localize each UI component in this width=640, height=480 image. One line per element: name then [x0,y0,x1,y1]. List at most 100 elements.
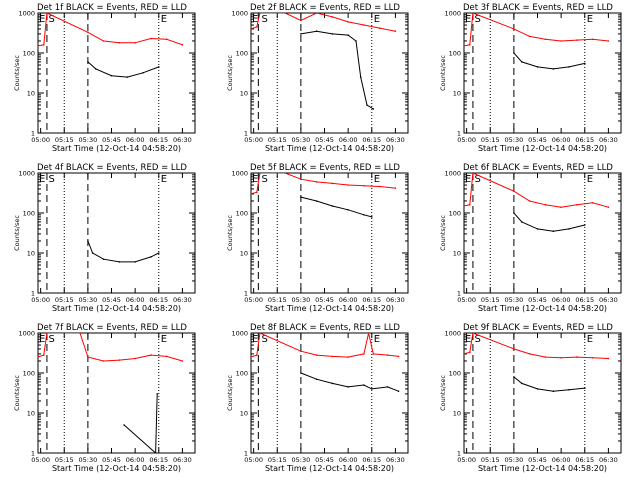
events-series-point [87,61,89,63]
x-tick-label: 05:15 [268,136,287,144]
events-series-point [158,66,160,68]
events-series-point [371,388,373,390]
x-tick-label: 05:45 [102,136,121,144]
plot-frame [463,12,622,134]
x-tick-label: 05:30 [505,456,524,464]
start-marker-label: E S [39,334,55,345]
lld-series-point [118,359,121,361]
lld-series-point [576,356,578,358]
lld-series-point [472,333,474,334]
chart-title: Det 3f BLACK = Events, RED = LLD [463,3,613,13]
events-series-line [513,376,585,392]
end-marker-label: E [587,334,593,345]
lld-series-point [259,173,261,174]
events-series-point [315,378,318,381]
x-tick-label: 06:15 [149,136,168,144]
lld-series-point [300,178,302,180]
y-tick-label: 10 [27,250,35,258]
x-tick-label: 05:00 [31,296,50,304]
y-tick-label: 1 [31,450,35,458]
x-axis-label: Start Time (12-Oct-14 04:58:20) [52,304,181,313]
y-tick-label: 1 [244,450,248,458]
x-tick-label: 05:45 [528,136,547,144]
y-axis-label: Counts/sec [13,375,21,411]
y-tick-label: 1 [457,290,461,298]
y-axis-label: Counts/sec [439,375,447,411]
x-tick-label: 06:30 [386,136,405,144]
x-tick-label: 06:15 [149,296,168,304]
y-tick-label: 10 [453,250,461,258]
x-axis-label: Start Time (12-Oct-14 04:58:20) [52,464,181,473]
y-tick-label: 1 [457,130,461,138]
x-tick-label: 06:15 [575,136,594,144]
lld-series-point [469,351,471,354]
plot-frame [463,172,622,294]
start-marker-label: E S [465,14,481,25]
x-tick-label: 06:30 [386,456,405,464]
lld-series-point [255,26,258,28]
lld-series-point [300,19,302,22]
start-marker-label: E S [252,174,268,185]
x-tick-label: 06:30 [599,456,618,464]
lld-series-point [544,38,547,41]
x-tick-label: 05:15 [268,456,287,464]
lld-series-point [251,28,252,30]
events-series-line [87,240,160,263]
y-tick-label: 1 [457,450,461,458]
lld-series-point [469,44,471,46]
lld-series-point [607,206,610,208]
x-tick-label: 05:30 [292,456,311,464]
lld-series-point [46,13,48,14]
lld-series-point [46,333,48,334]
x-tick-label: 06:00 [339,456,358,464]
plot-frame [250,172,409,294]
lld-series-point [576,204,578,206]
y-tick-label: 100 [236,210,248,218]
events-series-point [386,386,389,388]
x-tick-label: 06:00 [126,296,145,304]
y-tick-label: 100 [23,210,35,218]
lld-series-point [397,355,400,358]
lld-series-point [38,45,39,47]
y-tick-label: 100 [23,50,35,58]
events-series-point [118,261,121,263]
events-series-point [372,108,375,110]
events-series-point [331,205,334,207]
start-marker-label: E S [39,174,55,185]
y-tick-label: 10 [240,410,248,418]
lld-series-point [300,350,302,353]
lld-series-point [469,204,471,206]
events-series-point [584,62,586,65]
x-tick-label: 06:15 [362,136,381,144]
lld-series-point [181,360,184,362]
end-marker-label: E [161,334,167,345]
lld-series-point [150,354,152,356]
y-axis-label: Counts/sec [13,215,21,251]
events-series-point [584,224,586,226]
y-tick-label: 10 [453,90,461,98]
lld-series-point [472,13,474,14]
start-marker-label: E S [465,174,481,185]
lld-series-point [284,173,286,174]
y-tick-label: 1000 [444,10,461,18]
y-tick-label: 1000 [231,330,248,338]
lld-series-point [372,353,375,355]
x-tick-label: 06:00 [126,136,145,144]
x-axis-label: Start Time (12-Oct-14 04:58:20) [478,304,607,313]
events-series-point [521,221,523,223]
events-series-point [355,40,357,42]
lld-series-point [165,355,168,358]
lld-series-point [38,356,39,358]
lld-series-point [331,355,334,358]
events-series-point [521,61,523,63]
events-series-point [371,216,373,218]
events-series-point [315,200,318,202]
x-axis-label: Start Time (12-Oct-14 04:58:20) [265,304,394,313]
end-marker-label: E [374,174,380,185]
lld-series-point [394,187,397,189]
